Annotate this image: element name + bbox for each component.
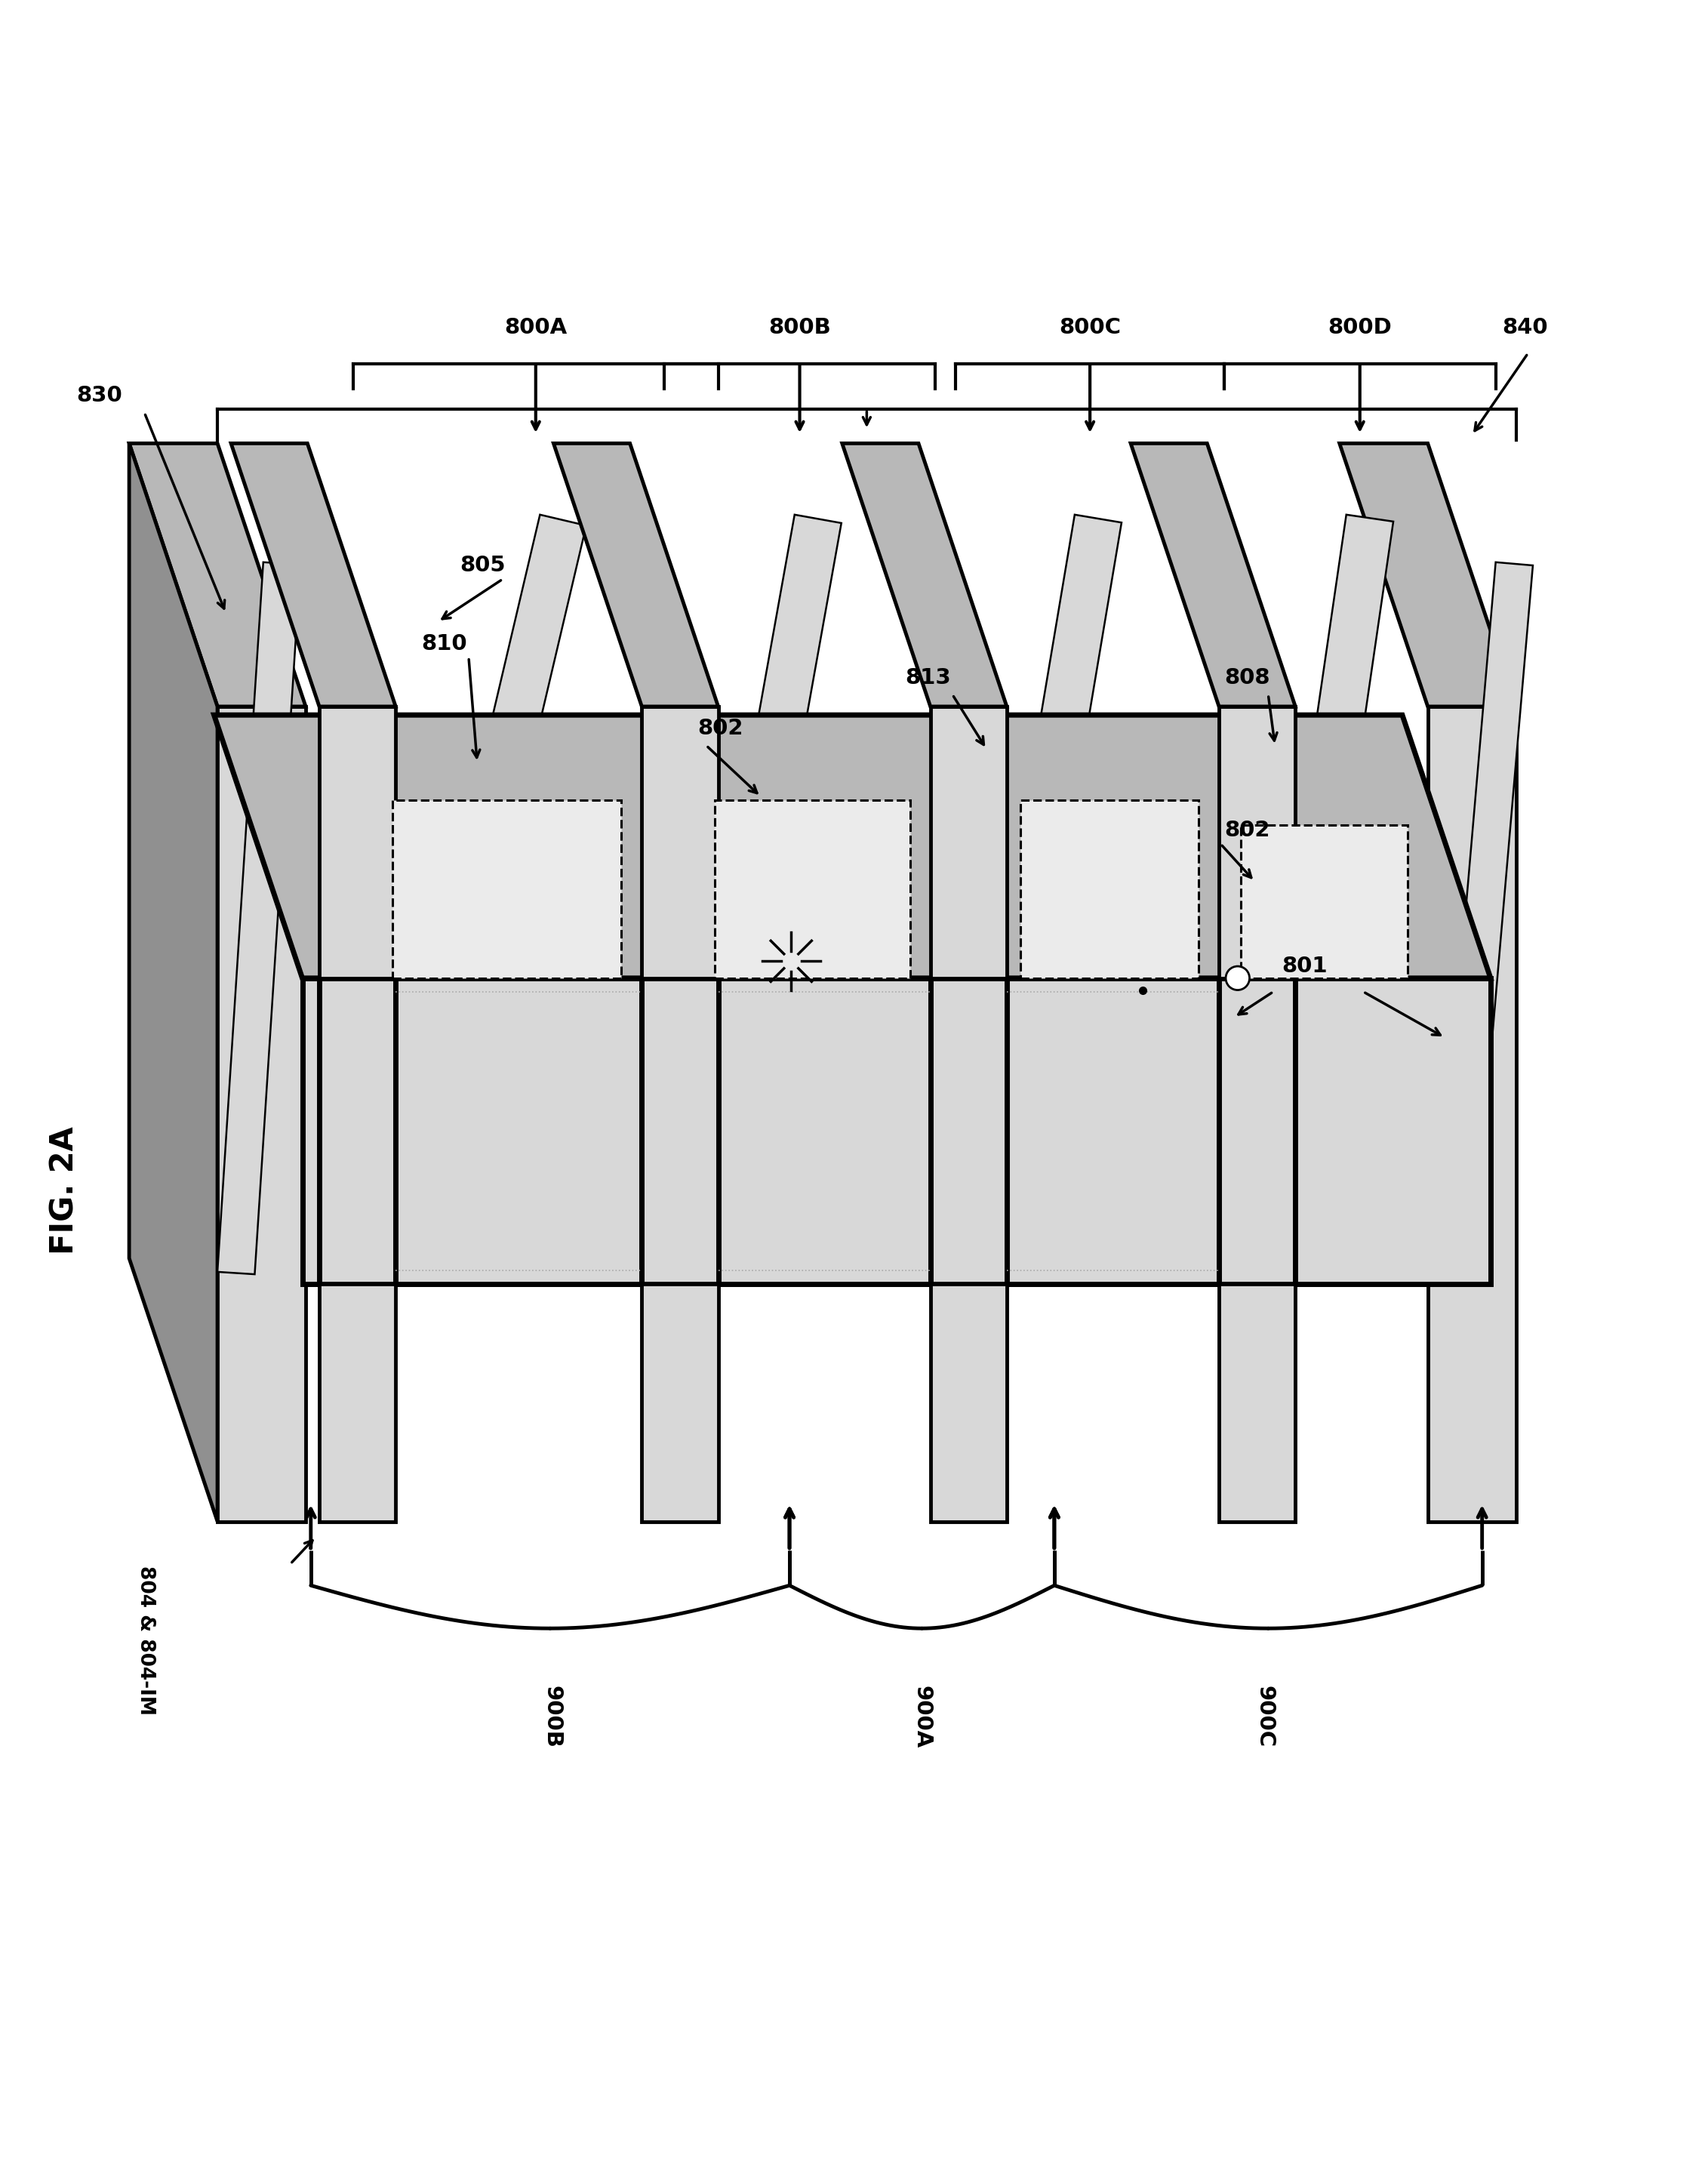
Text: 802: 802	[1225, 821, 1269, 840]
Text: 804 & 804-IM: 804 & 804-IM	[137, 1565, 155, 1715]
Polygon shape	[948, 514, 1122, 1280]
Bar	[642, 1284, 717, 1522]
Text: 800B: 800B	[769, 318, 830, 337]
Polygon shape	[553, 444, 717, 708]
Text: 808: 808	[1225, 666, 1269, 688]
Text: 900C: 900C	[1254, 1685, 1276, 1748]
Bar	[393, 799, 622, 977]
Text: 800C: 800C	[1059, 318, 1120, 337]
Bar	[1242, 825, 1407, 977]
Circle shape	[1226, 967, 1250, 991]
Text: 840: 840	[1503, 318, 1547, 337]
Polygon shape	[1339, 444, 1517, 708]
Text: 900A: 900A	[912, 1685, 933, 1748]
Text: 801: 801	[1281, 956, 1327, 977]
Polygon shape	[130, 444, 217, 1522]
Text: FIG. 2A: FIG. 2A	[50, 1126, 80, 1254]
Bar	[1428, 708, 1517, 1522]
Bar	[642, 708, 717, 977]
Bar	[302, 977, 1491, 1284]
Text: 813: 813	[905, 666, 951, 688]
Bar	[931, 1284, 1006, 1522]
Polygon shape	[842, 444, 1006, 708]
Polygon shape	[1435, 562, 1532, 1276]
Polygon shape	[214, 714, 1491, 977]
Bar	[217, 708, 306, 1522]
Text: 800D: 800D	[1327, 318, 1392, 337]
Text: 900B: 900B	[541, 1685, 562, 1748]
Bar	[716, 799, 910, 977]
Polygon shape	[231, 444, 396, 708]
Text: 800A: 800A	[504, 318, 567, 337]
Bar	[1020, 799, 1199, 977]
Polygon shape	[659, 514, 842, 1280]
Polygon shape	[130, 444, 306, 708]
Polygon shape	[1131, 444, 1295, 708]
Bar	[319, 1284, 396, 1522]
Text: 810: 810	[422, 634, 466, 655]
Text: 805: 805	[459, 555, 506, 577]
Polygon shape	[362, 514, 586, 1282]
Text: 802: 802	[699, 718, 743, 740]
Bar	[931, 708, 1006, 977]
Polygon shape	[1237, 514, 1394, 1278]
Text: 830: 830	[77, 385, 123, 407]
Bar	[319, 708, 396, 977]
Bar	[1220, 1284, 1295, 1522]
Bar	[1220, 708, 1295, 977]
Polygon shape	[217, 562, 301, 1274]
